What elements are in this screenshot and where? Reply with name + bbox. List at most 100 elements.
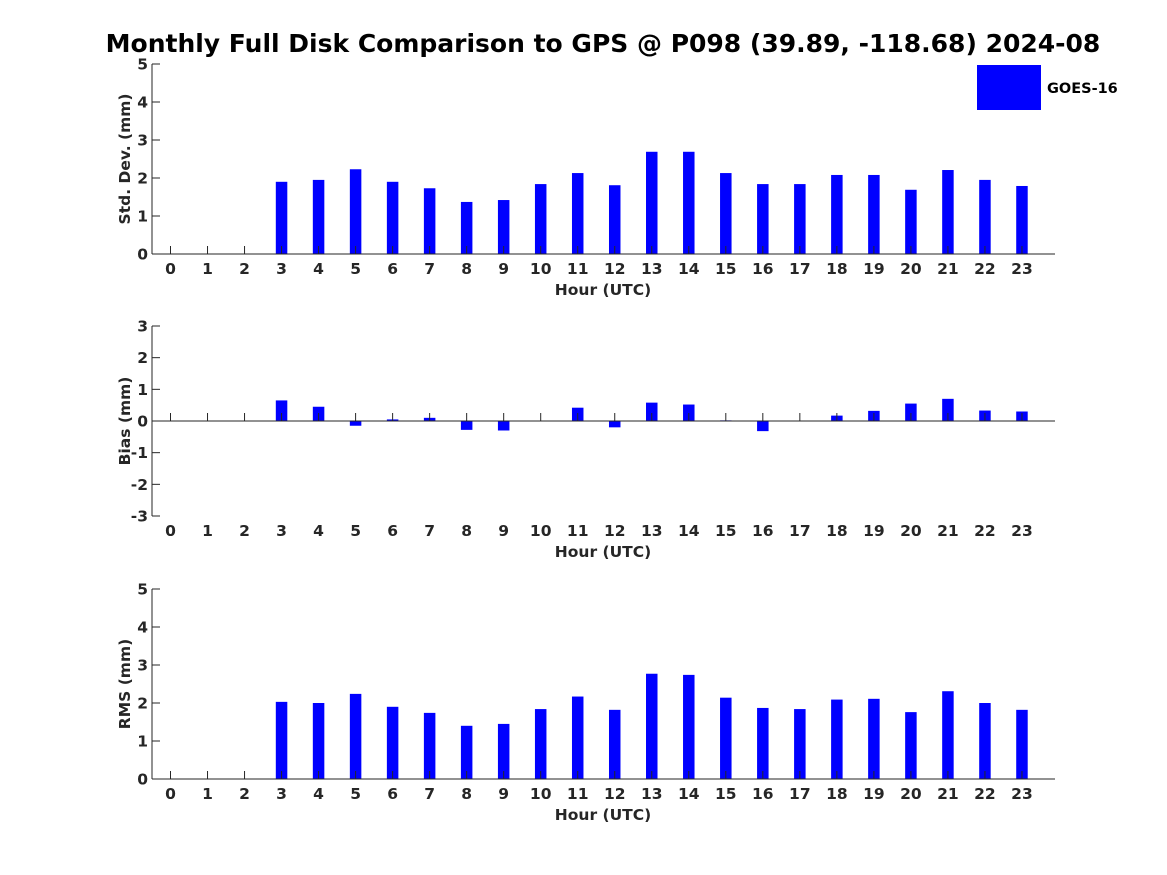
- bar-hour-11: [571, 173, 584, 254]
- bar-hour-9: [497, 200, 510, 254]
- y-tick-label: -1: [131, 444, 148, 462]
- bar-hour-9: [497, 421, 510, 431]
- bar-hour-15: [720, 173, 732, 254]
- x-tick-label: 19: [863, 522, 885, 540]
- y-tick-label: 2: [137, 695, 148, 713]
- bar-hour-12: [608, 185, 621, 254]
- bar-hour-6: [386, 706, 399, 779]
- bar-hour-12: [608, 709, 621, 779]
- x-tick-label: 18: [826, 260, 848, 278]
- bar-hour-7: [423, 188, 436, 254]
- x-axis-label: Hour (UTC): [555, 281, 651, 299]
- x-tick-label: 17: [789, 260, 811, 278]
- bar-hour-13: [646, 673, 658, 779]
- bar-hour-20: [905, 403, 917, 421]
- y-tick-label: 3: [137, 318, 148, 336]
- x-tick-label: 18: [826, 522, 848, 540]
- x-tick-label: 15: [715, 522, 737, 540]
- y-tick-label: 3: [137, 657, 148, 675]
- bar-hour-14: [683, 151, 695, 254]
- x-tick-label: 0: [165, 785, 176, 803]
- x-tick-label: 2: [239, 522, 250, 540]
- x-tick-label: 14: [678, 522, 700, 540]
- x-tick-label: 10: [530, 785, 552, 803]
- x-tick-label: 6: [387, 260, 398, 278]
- x-tick-label: 19: [863, 260, 885, 278]
- x-tick-label: 13: [641, 785, 663, 803]
- bar-hour-5: [349, 693, 362, 779]
- x-tick-label: 3: [276, 522, 287, 540]
- y-tick-label: 5: [137, 56, 148, 74]
- x-tick-label: 12: [604, 260, 626, 278]
- x-tick-label: 12: [604, 522, 626, 540]
- x-tick-label: 22: [974, 522, 996, 540]
- bar-hour-3: [275, 181, 288, 254]
- y-tick-label: 1: [137, 208, 148, 226]
- bar-hour-18: [831, 174, 843, 254]
- bar-hour-16: [757, 707, 769, 779]
- bar-hour-10: [534, 184, 547, 254]
- legend-swatch: [977, 65, 1041, 110]
- x-tick-label: 11: [567, 785, 589, 803]
- x-tick-label: 4: [313, 522, 324, 540]
- bar-hour-14: [683, 404, 695, 421]
- bar-hour-19: [868, 174, 880, 254]
- y-tick-label: 4: [137, 94, 148, 112]
- bar-hour-8: [460, 421, 473, 430]
- bar-hour-11: [571, 696, 584, 779]
- bar-hour-14: [683, 674, 695, 779]
- y-tick-label: 0: [137, 413, 148, 431]
- bar-hour-18: [831, 699, 843, 779]
- x-tick-label: 11: [567, 260, 589, 278]
- y-tick-label: 2: [137, 170, 148, 188]
- x-tick-label: 0: [165, 522, 176, 540]
- y-tick-label: -3: [131, 508, 148, 526]
- x-tick-label: 17: [789, 522, 811, 540]
- x-tick-label: 21: [937, 785, 959, 803]
- bar-hour-13: [646, 402, 658, 421]
- x-tick-label: 23: [1011, 522, 1033, 540]
- x-tick-label: 19: [863, 785, 885, 803]
- y-tick-label: 1: [137, 733, 148, 751]
- x-tick-label: 5: [350, 260, 361, 278]
- x-tick-label: 21: [937, 522, 959, 540]
- x-tick-label: 7: [424, 785, 435, 803]
- bar-hour-17: [794, 184, 806, 254]
- x-tick-label: 16: [752, 260, 774, 278]
- x-tick-label: 8: [461, 522, 472, 540]
- bar-hour-12: [608, 421, 621, 428]
- x-tick-label: 8: [461, 260, 472, 278]
- bar-hour-20: [905, 712, 917, 779]
- x-tick-label: 1: [202, 522, 213, 540]
- x-tick-label: 14: [678, 785, 700, 803]
- x-tick-label: 3: [276, 260, 287, 278]
- chart-title: Monthly Full Disk Comparison to GPS @ P0…: [106, 29, 1101, 58]
- bar-hour-22: [979, 703, 991, 779]
- x-tick-label: 10: [530, 522, 552, 540]
- x-tick-label: 23: [1011, 260, 1033, 278]
- legend: GOES-16: [977, 65, 1118, 110]
- y-axis-label: RMS (mm): [116, 639, 134, 729]
- bar-hour-16: [757, 184, 769, 254]
- x-tick-label: 16: [752, 522, 774, 540]
- x-tick-label: 7: [424, 260, 435, 278]
- bar-hour-3: [275, 400, 288, 421]
- x-tick-label: 6: [387, 785, 398, 803]
- x-tick-label: 15: [715, 260, 737, 278]
- x-tick-label: 0: [165, 260, 176, 278]
- x-tick-label: 1: [202, 260, 213, 278]
- x-tick-label: 15: [715, 785, 737, 803]
- bar-hour-3: [275, 701, 288, 779]
- x-tick-label: 3: [276, 785, 287, 803]
- x-tick-label: 13: [641, 260, 663, 278]
- x-axis-label: Hour (UTC): [555, 543, 651, 561]
- x-tick-label: 4: [313, 260, 324, 278]
- x-tick-label: 2: [239, 785, 250, 803]
- bar-hour-13: [646, 151, 658, 254]
